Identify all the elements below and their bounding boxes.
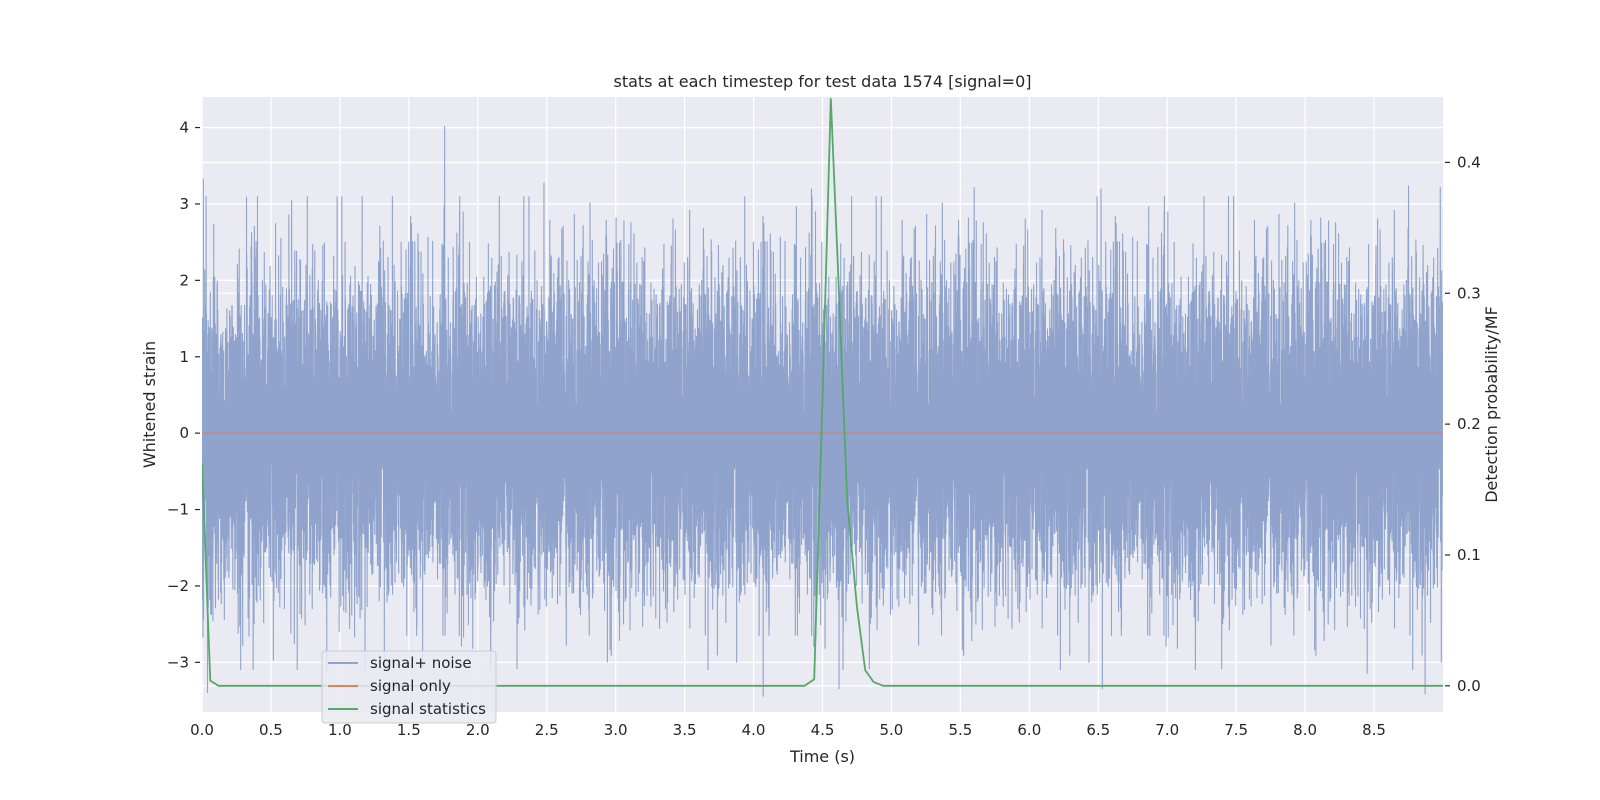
y2-tick-label: 0.2 [1457,415,1481,433]
y2-axis-label: Detection probability/MF [1482,306,1501,503]
legend-box [321,650,497,724]
y2-tick-label: 0.0 [1457,677,1481,695]
legend-label-signal-only: signal only [370,677,451,695]
y-axis-label: Whitened strain [140,341,159,468]
y-tick-label: 4 [179,119,189,137]
y-tick-label: 1 [179,348,189,366]
series-layer [202,98,1443,697]
x-tick-label: 5.5 [948,721,972,739]
y2-axis-ticks: 0.0 0.1 0.2 0.3 0.4 [1445,153,1481,695]
x-tick-label: 5.0 [880,721,904,739]
x-tick-label: 4.0 [742,721,766,739]
y-tick-label: 3 [179,195,189,213]
y-tick-label: 2 [179,271,189,289]
x-axis-label: Time (s) [789,747,855,766]
y-tick-label: −1 [167,501,189,519]
x-tick-label: 6.5 [1086,721,1110,739]
x-tick-label: 2.5 [535,721,559,739]
x-tick-label: 4.5 [811,721,835,739]
x-tick-label: 8.5 [1362,721,1386,739]
x-axis-ticks: 0.0 0.5 1.0 1.5 2.0 2.5 3.0 3.5 4.0 4.5 5.0 5.5 6.0 6… [190,721,1386,739]
x-tick-label: 1.0 [328,721,352,739]
y-tick-label: −2 [167,577,189,595]
y-tick-label: 0 [179,424,189,442]
y2-tick-label: 0.1 [1457,546,1481,564]
legend-label-signal-statistics: signal statistics [370,700,486,718]
x-tick-label: 0.5 [259,721,283,739]
x-tick-label: 6.0 [1017,721,1041,739]
x-tick-label: 1.5 [397,721,421,739]
legend: signal+ noise signal only signal statist… [321,650,497,724]
y-axis-ticks: −3 −2 −1 0 1 2 3 4 [167,119,200,671]
x-tick-label: 3.5 [673,721,697,739]
x-tick-label: 3.0 [604,721,628,739]
y-tick-label: −3 [167,653,189,671]
y2-tick-label: 0.3 [1457,284,1481,302]
x-tick-label: 2.0 [466,721,490,739]
chart-title: stats at each timestep for test data 157… [613,72,1031,91]
x-tick-label: 7.0 [1155,721,1179,739]
x-tick-label: 0.0 [190,721,214,739]
legend-label-signal-plus-noise: signal+ noise [370,654,472,672]
y2-tick-label: 0.4 [1457,153,1481,171]
x-tick-label: 8.0 [1293,721,1317,739]
x-tick-label: 7.5 [1224,721,1248,739]
series-signal-statistics [202,98,1443,687]
